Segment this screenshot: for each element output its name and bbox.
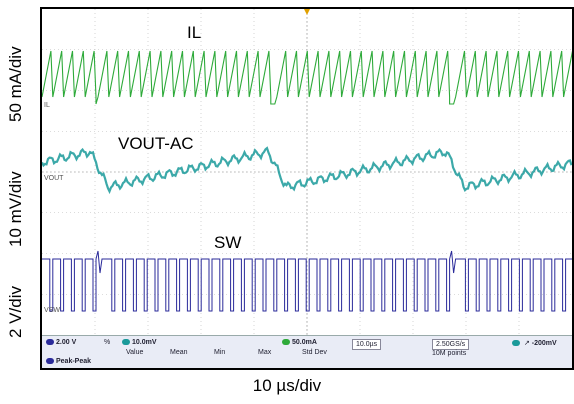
x-axis-label: 10 µs/div (252, 376, 322, 395)
waveform-label-il: IL (187, 23, 202, 42)
meas-indicator-icon (46, 358, 54, 365)
y-axis-label-vout: 10 mV/div (6, 171, 25, 247)
vout-waveform (42, 146, 572, 195)
oscilloscope-display: IL VOUT-AC SW IL VOUT VSW 2.00 V % 10.0m… (40, 7, 574, 370)
channel-marker-vout: VOUT (44, 175, 64, 182)
channel-marker-sw: VSW (44, 307, 60, 314)
timebase-readout[interactable]: 10.0µs (352, 339, 382, 350)
trigger-position-icon (304, 9, 310, 15)
waveform-plot (42, 9, 572, 335)
ch1-indicator-icon (46, 339, 54, 346)
scope-status-bar: 2.00 V % 10.0mV 50.0mA Value Mean Min Ma… (42, 335, 572, 368)
record-length-readout: 10M points (432, 350, 467, 357)
waveform-label-sw: SW (214, 233, 242, 252)
col-mean: Mean (170, 349, 188, 356)
col-value: Value (126, 349, 144, 356)
ch3-scale: 50.0mA (282, 339, 317, 346)
ch1-extra: % (104, 339, 111, 346)
sw-waveform (42, 250, 572, 312)
ch3-indicator-icon (282, 339, 290, 346)
col-min: Min (214, 349, 226, 356)
trigger-readout[interactable]: ↗ -200mV (512, 339, 557, 347)
y-axis-label-il: 50 mA/div (6, 46, 25, 122)
col-std-dev: Std Dev (302, 349, 327, 356)
y-axis-label-sw: 2 V/div (6, 286, 25, 338)
sample-rate-readout: 2.50GS/s (432, 339, 470, 350)
il-waveform (42, 50, 572, 105)
channel-marker-il: IL (44, 102, 50, 109)
ch1-scale: 2.00 V (46, 339, 76, 346)
waveform-label-vout: VOUT-AC (118, 134, 194, 153)
trigger-channel-icon (512, 340, 520, 347)
measurement-label: Peak-Peak (46, 358, 91, 365)
col-max: Max (258, 349, 272, 356)
ch2-scale: 10.0mV (122, 339, 157, 346)
trigger-edge-icon: ↗ (523, 340, 530, 347)
ch2-indicator-icon (122, 339, 130, 346)
